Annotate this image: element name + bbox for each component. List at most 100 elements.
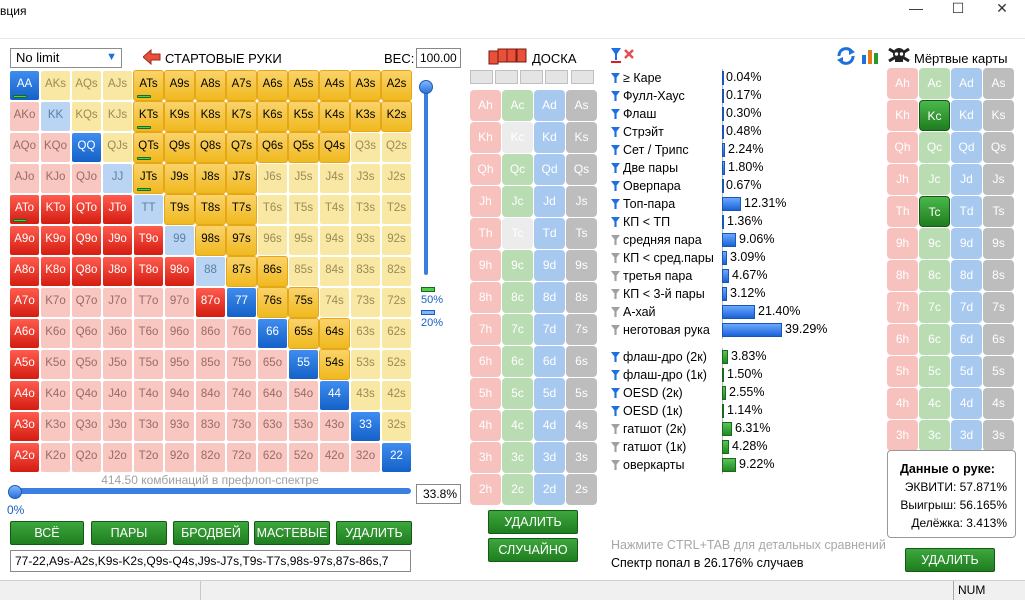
board-card-7c[interactable]: 7c [502,314,533,345]
stat-row[interactable]: Две пары [611,159,678,177]
board-card-Jh[interactable]: Jh [470,186,501,217]
hand-cell-Q3o[interactable]: Q3o [71,411,102,442]
hand-cell-T2o[interactable]: T2o [133,442,164,473]
board-card-8h[interactable]: 8h [470,282,501,313]
hand-cell-J9o[interactable]: J9o [102,225,133,256]
hand-cell-87s[interactable]: 87s [226,256,257,287]
hand-cell-64s[interactable]: 64s [319,318,350,349]
hand-cell-K7o[interactable]: K7o [40,287,71,318]
hand-cell-KK[interactable]: KK [40,101,71,132]
hand-cell-Q8o[interactable]: Q8o [71,256,102,287]
dead-card-5s[interactable]: 5s [983,356,1014,387]
filter-icon[interactable] [611,145,620,155]
hand-cell-65s[interactable]: 65s [288,318,319,349]
filter-icon[interactable] [611,235,620,245]
hand-cell-52s[interactable]: 52s [381,349,412,380]
board-card-5c[interactable]: 5c [502,378,533,409]
hand-cell-32o[interactable]: 32o [350,442,381,473]
board-card-9h[interactable]: 9h [470,250,501,281]
hand-cell-53o[interactable]: 53o [288,411,319,442]
hand-cell-Q2o[interactable]: Q2o [71,442,102,473]
dead-card-3d[interactable]: 3d [951,420,982,451]
stat-row[interactable]: Флаш [611,105,656,123]
hand-cell-95s[interactable]: 95s [288,225,319,256]
dead-card-9s[interactable]: 9s [983,228,1014,259]
stat-row[interactable]: неготовая рука [611,321,710,339]
board-card-5d[interactable]: 5d [534,378,565,409]
range-slider-track[interactable] [15,488,411,494]
dead-card-3c[interactable]: 3c [919,420,950,451]
board-card-8s[interactable]: 8s [566,282,597,313]
maximize-button[interactable]: ☐ [951,0,965,16]
hand-cell-QQ[interactable]: QQ [71,132,102,163]
hand-cell-K7s[interactable]: K7s [226,101,257,132]
hand-cell-74o[interactable]: 74o [226,380,257,411]
dead-card-Jh[interactable]: Jh [887,164,918,195]
board-card-8c[interactable]: 8c [502,282,533,313]
board-card-4h[interactable]: 4h [470,410,501,441]
hand-cell-JTo[interactable]: JTo [102,194,133,225]
stat-row[interactable]: А-хай [611,303,656,321]
dead-card-4c[interactable]: 4c [919,388,950,419]
minimize-button[interactable]: — [909,0,923,16]
hand-cell-K6o[interactable]: K6o [40,318,71,349]
hand-cell-KTo[interactable]: KTo [40,194,71,225]
hand-cell-93s[interactable]: 93s [350,225,381,256]
dead-card-Qh[interactable]: Qh [887,132,918,163]
hand-cell-A8o[interactable]: A8o [9,256,40,287]
filter-icon[interactable] [611,442,620,452]
hand-cell-T9s[interactable]: T9s [164,194,195,225]
hand-cell-J4s[interactable]: J4s [319,163,350,194]
hand-cell-AJs[interactable]: AJs [102,70,133,101]
hand-cell-96s[interactable]: 96s [257,225,288,256]
hand-cell-62s[interactable]: 62s [381,318,412,349]
hand-cell-98o[interactable]: 98o [164,256,195,287]
hand-cell-54s[interactable]: 54s [319,349,350,380]
dead-card-Kh[interactable]: Kh [887,100,918,131]
hand-cell-K8s[interactable]: K8s [195,101,226,132]
filter-icon[interactable] [611,253,620,263]
board-card-6s[interactable]: 6s [566,346,597,377]
hand-cell-KQo[interactable]: KQo [40,132,71,163]
hand-cell-J8o[interactable]: J8o [102,256,133,287]
hand-cell-92o[interactable]: 92o [164,442,195,473]
hand-cell-84o[interactable]: 84o [195,380,226,411]
stat-row[interactable]: Сет / Трипс [611,141,689,159]
hand-cell-A5o[interactable]: A5o [9,349,40,380]
hand-cell-KJo[interactable]: KJo [40,163,71,194]
dead-card-Qd[interactable]: Qd [951,132,982,163]
hand-cell-53s[interactable]: 53s [350,349,381,380]
hand-cell-K3o[interactable]: K3o [40,411,71,442]
hand-cell-QTs[interactable]: QTs [133,132,164,163]
hand-cell-86o[interactable]: 86o [195,318,226,349]
weight-slider-handle[interactable] [419,80,433,94]
dead-card-Kc[interactable]: Kc [919,100,950,131]
hand-cell-AQo[interactable]: AQo [9,132,40,163]
weight-slider-track[interactable] [424,85,428,275]
board-card-3s[interactable]: 3s [566,442,597,473]
filter-icon[interactable] [611,460,620,470]
board-card-7s[interactable]: 7s [566,314,597,345]
hand-cell-42s[interactable]: 42s [381,380,412,411]
hand-cell-93o[interactable]: 93o [164,411,195,442]
stat-row[interactable]: гатшот (1к) [611,438,686,456]
dead-card-5c[interactable]: 5c [919,356,950,387]
board-card-Tc[interactable]: Tc [502,218,533,249]
board-card-Qh[interactable]: Qh [470,154,501,185]
hand-cell-T6s[interactable]: T6s [257,194,288,225]
hand-cell-Q2s[interactable]: Q2s [381,132,412,163]
hand-cell-K9o[interactable]: K9o [40,225,71,256]
board-card-Kc[interactable]: Kc [502,122,533,153]
hand-cell-AKo[interactable]: AKo [9,101,40,132]
hand-cell-K2s[interactable]: K2s [381,101,412,132]
dead-card-7s[interactable]: 7s [983,292,1014,323]
board-slot[interactable] [545,70,568,84]
filter-icon[interactable] [611,109,620,119]
dead-card-6c[interactable]: 6c [919,324,950,355]
hand-cell-97o[interactable]: 97o [164,287,195,318]
board-card-3h[interactable]: 3h [470,442,501,473]
hand-cell-92s[interactable]: 92s [381,225,412,256]
hand-cell-J9s[interactable]: J9s [164,163,195,194]
hand-cell-T7s[interactable]: T7s [226,194,257,225]
hand-cell-Q8s[interactable]: Q8s [195,132,226,163]
